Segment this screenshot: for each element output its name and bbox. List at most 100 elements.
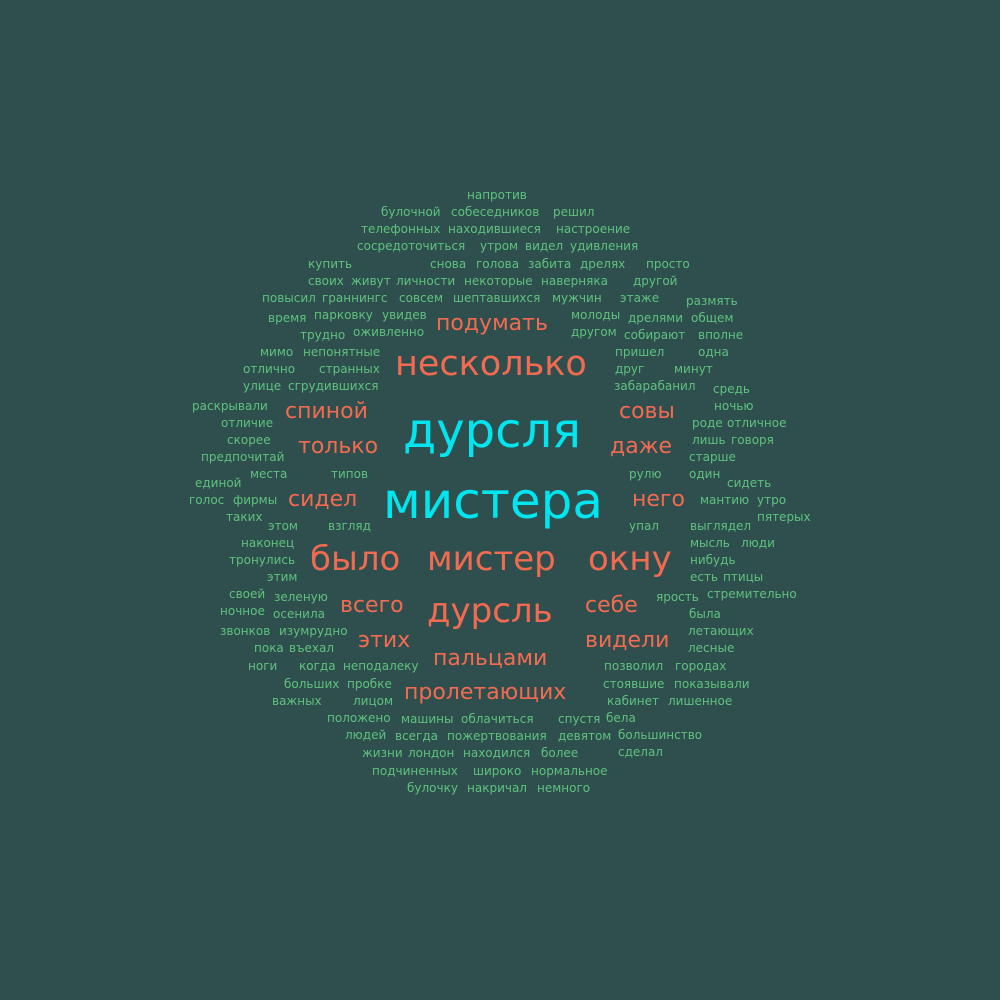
cloud-word: общем [691,311,734,325]
cloud-word: утром [480,239,519,253]
cloud-word: совсем [399,291,444,305]
cloud-word: спустя [558,712,601,726]
cloud-word: жизни [362,746,403,760]
cloud-word: когда [299,659,336,673]
cloud-word: дрелях [580,257,626,271]
cloud-word: зеленую [274,590,328,604]
cloud-word: некоторые [464,274,533,288]
cloud-word: снова [430,257,467,271]
cloud-word: граннингс [322,291,388,305]
cloud-word: типов [331,467,369,481]
cloud-word: всего [340,593,404,618]
cloud-word: мистер [427,539,556,579]
cloud-word: более [541,746,579,760]
cloud-word: другом [571,325,617,339]
cloud-word: подумать [436,311,548,336]
cloud-word: нибудь [690,553,736,567]
cloud-word: размять [686,294,738,308]
cloud-word: улице [243,379,282,393]
cloud-word: этаже [620,291,660,305]
cloud-word: сидел [288,487,358,512]
cloud-word: лесные [688,641,735,655]
cloud-word: говоря [731,433,774,447]
cloud-word: себе [585,593,638,618]
cloud-word: булочку [407,781,458,795]
cloud-word: другой [633,274,678,288]
cloud-word: дурсля [403,403,582,459]
cloud-word: забита [528,257,572,271]
cloud-word: выглядел [690,519,752,533]
cloud-word: роде [692,416,723,430]
cloud-word: наконец [241,536,295,550]
cloud-word: оживленно [353,325,425,339]
cloud-word: места [250,467,288,481]
cloud-word: находившиеся [448,222,541,236]
cloud-word: пальцами [433,646,548,671]
cloud-word: городах [675,659,727,673]
cloud-word: окну [588,539,672,579]
cloud-word: забарабанил [614,379,696,393]
cloud-word: этих [358,628,411,653]
cloud-word: сидеть [727,476,772,490]
cloud-word: раскрывали [192,399,268,413]
cloud-word: несколько [395,344,587,384]
cloud-word: было [310,539,401,579]
cloud-word: девятом [558,729,612,743]
cloud-word: показывали [674,677,750,691]
cloud-word: пожертвования [447,729,547,743]
cloud-word: летающих [688,624,754,638]
cloud-word: этом [268,519,298,533]
cloud-word: друг [615,362,645,376]
cloud-word: настроение [556,222,631,236]
cloud-word: дрелями [628,311,684,325]
cloud-word: просто [646,257,690,271]
cloud-word: широко [473,764,522,778]
cloud-word: повысил [262,291,316,305]
cloud-word: мимо [260,345,294,359]
cloud-word: была [689,607,721,621]
cloud-word: больших [284,677,340,691]
cloud-word: ноги [248,659,278,673]
cloud-word: тронулись [229,553,296,567]
cloud-word: подчиненных [372,764,458,778]
cloud-word: личности [396,274,456,288]
cloud-word: пришел [615,345,665,359]
cloud-word: даже [610,434,673,459]
cloud-word: лондон [408,746,455,760]
cloud-word: живут [351,274,391,288]
cloud-word: взгляд [328,519,371,533]
cloud-word: решил [553,205,595,219]
cloud-word: стоявшие [603,677,665,691]
cloud-word: отличное [727,416,787,430]
cloud-word: ярость [656,590,699,604]
cloud-word: нормальное [531,764,608,778]
cloud-word: людей [345,728,387,742]
cloud-word: один [689,467,721,481]
cloud-word: рулю [629,467,662,481]
cloud-word: позволил [604,659,664,673]
cloud-word: отличие [221,416,274,430]
cloud-word: трудно [300,328,346,342]
cloud-word: всегда [395,729,439,743]
cloud-word: минут [674,362,713,376]
cloud-word: пробке [347,677,392,691]
cloud-word: странных [319,362,380,376]
cloud-word: пролетающих [404,680,567,705]
cloud-word: шептавшихся [453,291,541,305]
cloud-word: непонятные [303,345,381,359]
cloud-word: осенила [273,607,325,621]
cloud-word: бела [606,711,636,725]
cloud-word: сосредоточиться [357,239,466,253]
cloud-word: отлично [243,362,296,376]
cloud-word: собирают [624,328,686,342]
cloud-word: облачиться [461,712,534,726]
cloud-word: спиной [285,399,368,424]
cloud-word: звонков [220,624,271,638]
cloud-word: фирмы [233,493,278,507]
cloud-word: предпочитай [201,450,285,464]
cloud-word: средь [713,382,750,396]
cloud-word: булочной [381,205,441,219]
cloud-word: ночное [220,604,265,618]
cloud-word: скорее [227,433,271,447]
